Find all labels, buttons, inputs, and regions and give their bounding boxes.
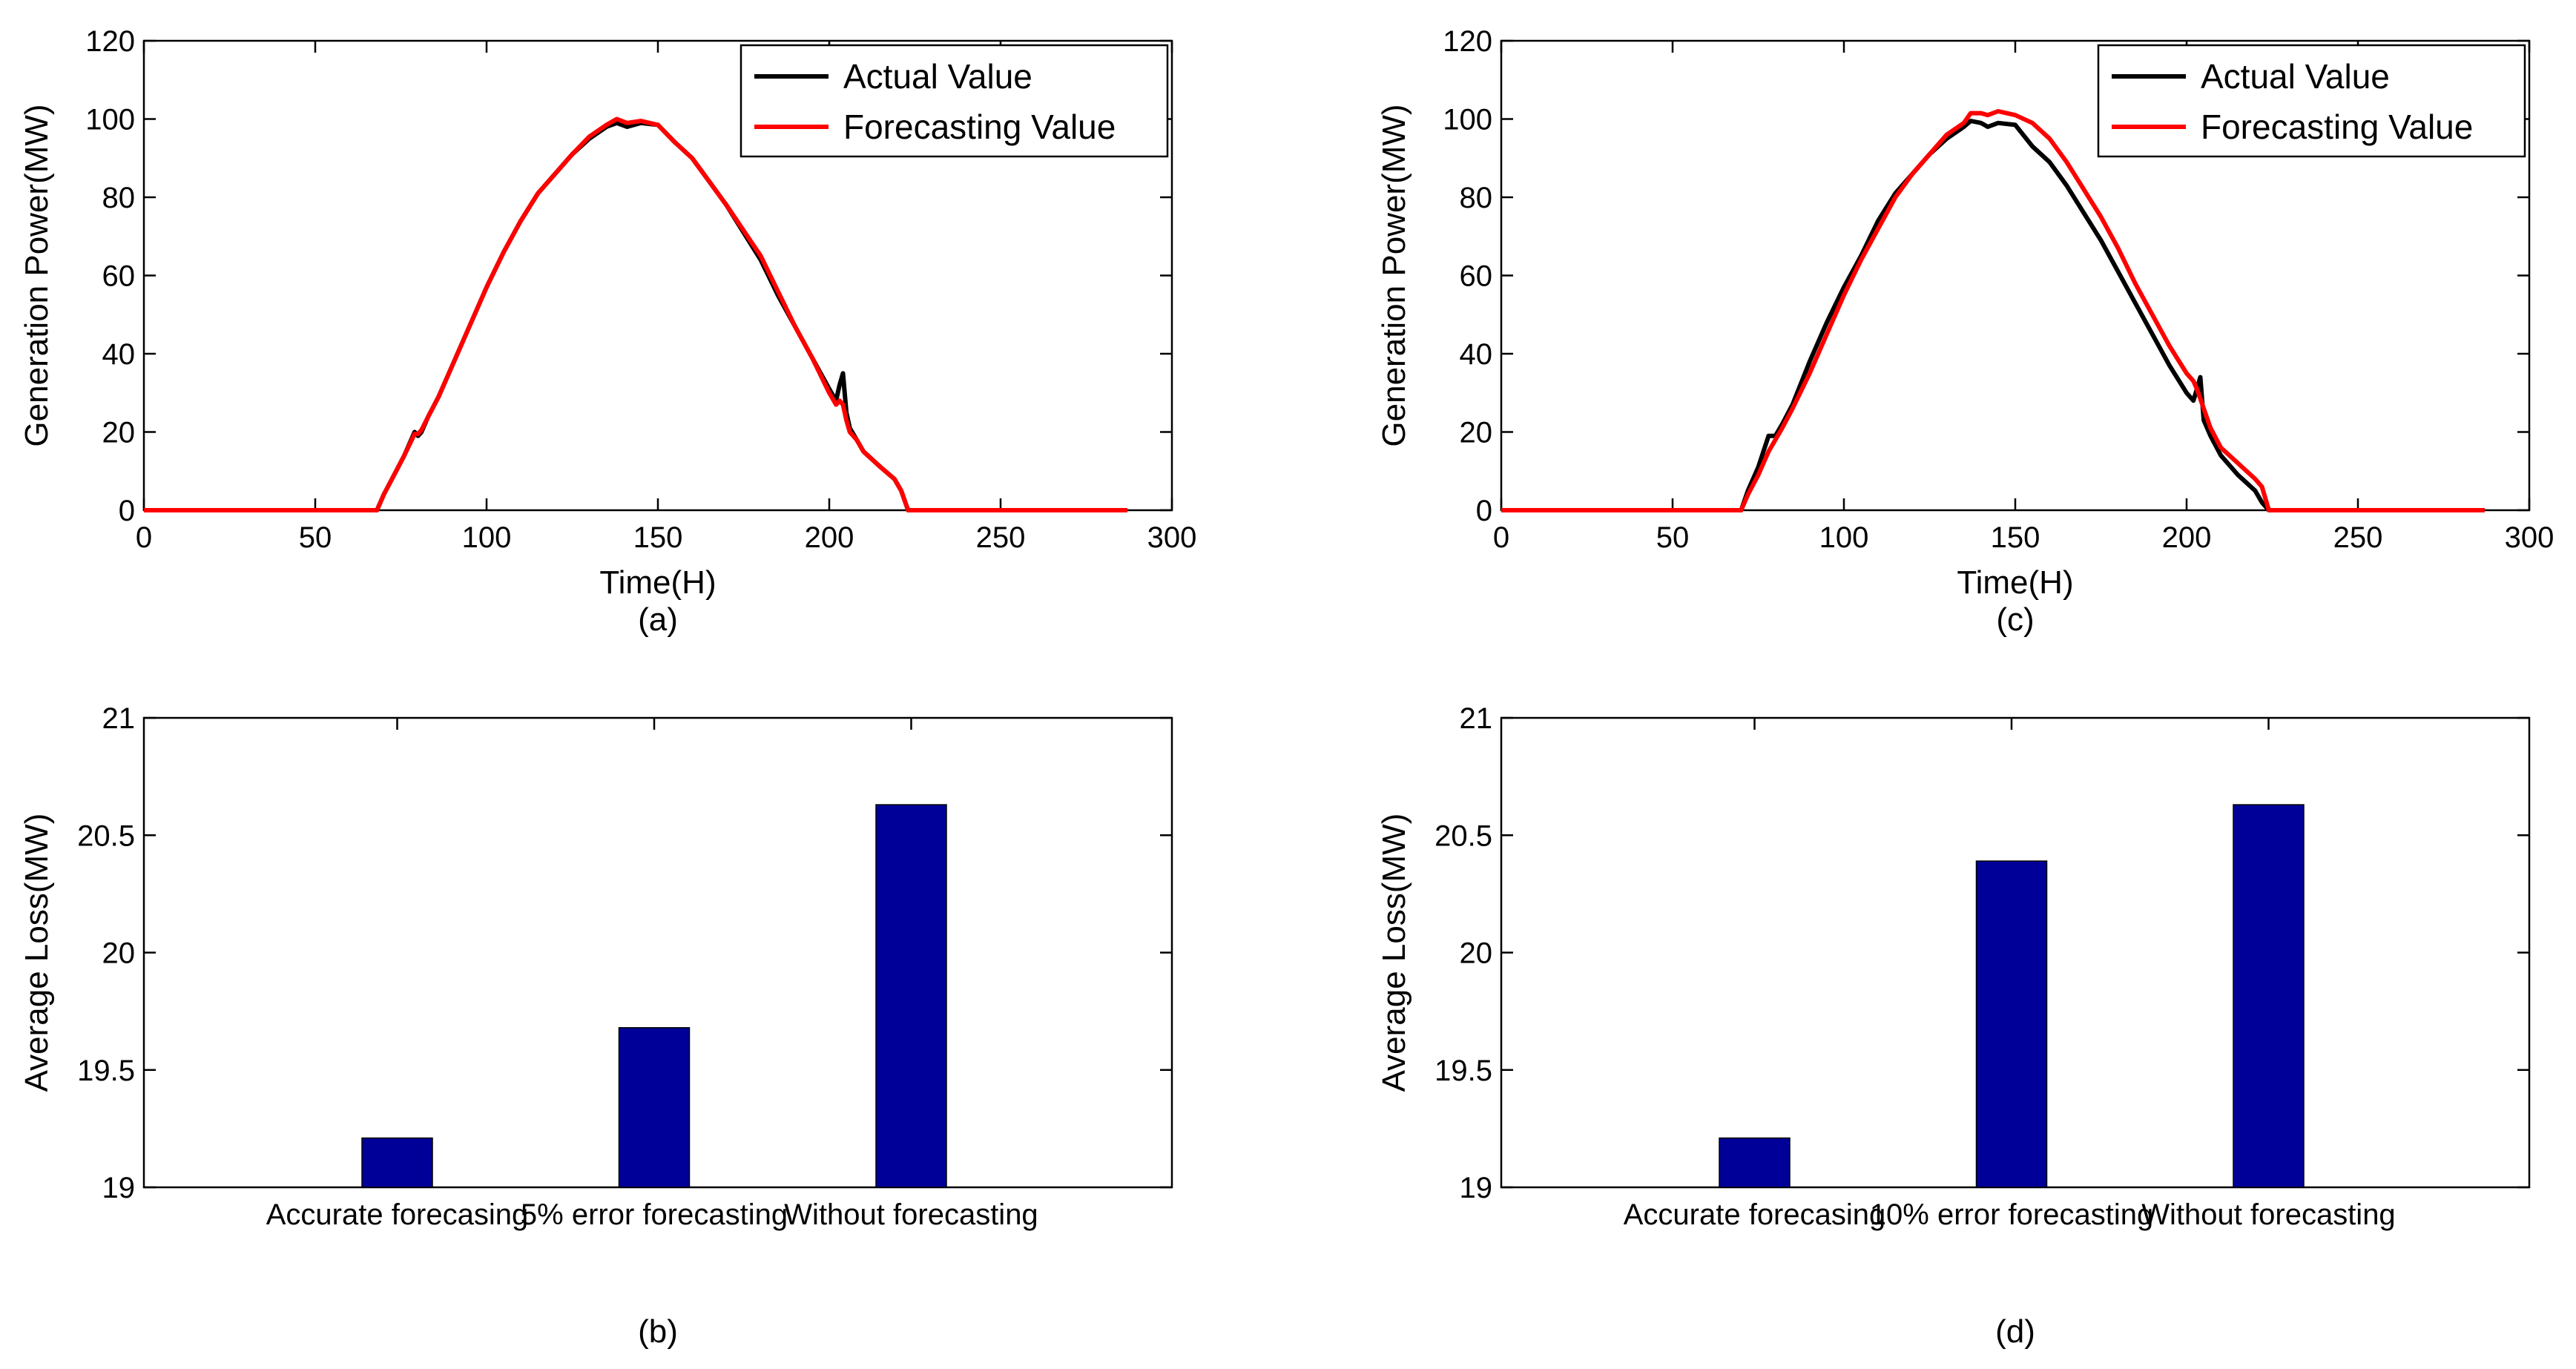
x-tick-label: 250 [2333,521,2383,554]
y-tick-label: 0 [1476,495,1492,527]
bar-2 [618,1027,691,1188]
bar-1 [1719,1137,1791,1188]
panel-label: (b) [638,1313,678,1350]
y-axis-label: Average Loss(MW) [1376,814,1412,1092]
legend: Actual Value Forecasting Value [739,44,1169,158]
y-tick-label: 20 [1460,417,1493,449]
legend-entry: Forecasting Value [2201,108,2473,146]
legend-entry: Actual Value [843,57,1032,96]
bar-1 [361,1137,433,1188]
y-tick-label: 120 [1443,25,1492,58]
y-tick-label: 20.5 [77,819,135,852]
chart-panel-d: 19 19.5 20 20.5 21 Average Loss(MW) Accurate f… [1376,702,2531,1350]
x-category-label: Accurate forecasing [1624,1198,1886,1231]
y-axis-label: Generation Power(MW) [1376,104,1412,446]
y-tick-label: 19 [102,1172,136,1204]
x-tick-label: 0 [1493,521,1509,554]
y-tick-label: 80 [1460,182,1493,214]
series-line-forecasting-value [144,116,1127,512]
legend-entry: Actual Value [2201,57,2390,96]
y-tick-label: 20 [1460,937,1493,970]
chart-panel-b: 19 19.5 20 20.5 21 Average Loss(MW) Accurate f… [19,702,1173,1350]
x-tick-label: 0 [136,521,152,554]
y-tick-label: 19.5 [77,1055,135,1087]
x-tick-label: 300 [2505,521,2554,554]
bar-2 [1975,860,2048,1188]
x-axis-label: Time(H) [1957,564,2073,601]
legend-box [2097,44,2526,158]
x-category-label: 10% error forecasting [1870,1198,2153,1231]
x-tick-label: 150 [1991,521,2040,554]
y-tick-label: 100 [1443,104,1492,136]
bar-3 [875,804,947,1188]
y-tick-label: 19 [1460,1172,1493,1204]
y-tick-label: 19.5 [1434,1055,1492,1087]
series-line-forecasting-value [1501,109,2485,512]
x-tick-label: 100 [462,521,512,554]
chart-panel-a: 0 20 40 60 80 100 120 Generation Power(MW) 0 50 10… [19,25,1196,638]
x-axis-label: Time(H) [599,564,716,601]
y-tick-label: 60 [1460,260,1493,293]
y-tick-label: 20 [102,417,136,449]
y-tick-label: 20 [102,937,136,970]
bar-3 [2233,804,2305,1188]
y-tick-label: 40 [1460,338,1493,371]
y-tick-label: 100 [85,104,135,136]
legend: Actual Value Forecasting Value [2097,44,2526,158]
y-axis-label: Generation Power(MW) [19,104,55,446]
x-category-label: Accurate forecasing [266,1198,529,1231]
x-tick-label: 100 [1819,521,1869,554]
legend-entry: Forecasting Value [843,108,1116,146]
x-category-label: Without forecasting [784,1198,1038,1231]
legend-box [739,44,1169,158]
x-tick-label: 200 [805,521,854,554]
x-tick-label: 50 [299,521,332,554]
x-category-label: Without forecasting [2141,1198,2395,1231]
x-tick-label: 200 [2162,521,2212,554]
x-tick-label: 150 [633,521,683,554]
y-tick-label: 20.5 [1434,819,1492,852]
y-tick-label: 40 [102,338,136,371]
y-tick-label: 80 [102,182,136,214]
chart-panel-c: 0 20 40 60 80 100 120 Generation Power(MW) 0 50 10… [1376,25,2554,638]
y-tick-label: 21 [1460,702,1493,735]
panel-label: (d) [1995,1313,2035,1350]
y-tick-label: 21 [102,702,136,735]
panel-label: (a) [638,601,678,638]
x-tick-label: 300 [1147,521,1197,554]
y-tick-label: 60 [102,260,136,293]
panel-label: (c) [1996,601,2034,638]
y-axis-label: Average Loss(MW) [19,814,55,1092]
y-tick-label: 120 [85,25,135,58]
x-tick-label: 250 [976,521,1026,554]
x-tick-label: 50 [1656,521,1690,554]
y-tick-label: 0 [119,495,135,527]
x-category-label: 5% error forecasting [521,1198,788,1231]
